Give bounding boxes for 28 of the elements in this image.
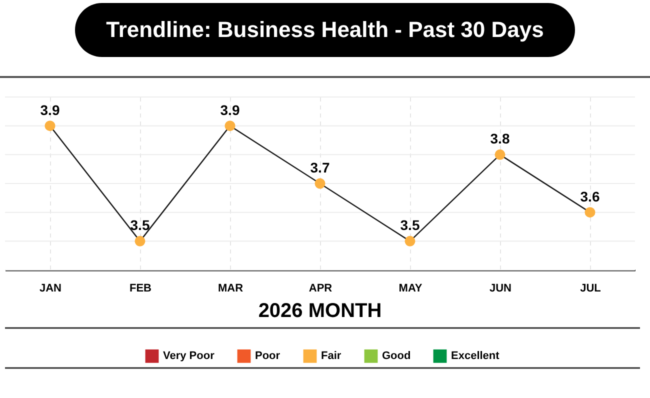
- legend-label: Good: [382, 350, 411, 362]
- data-label: 3.9: [220, 102, 240, 118]
- x-tick-label: APR: [308, 282, 332, 294]
- chart-title: Trendline: Business Health - Past 30 Days: [106, 17, 544, 42]
- x-axis-title: 2026 MONTH: [258, 300, 382, 322]
- data-label: 3.9: [40, 102, 60, 118]
- data-label: 3.5: [130, 217, 150, 234]
- x-tick-label: MAY: [398, 282, 423, 294]
- point: [404, 236, 416, 246]
- x-tick-label: FEB: [130, 282, 152, 294]
- legend-label: Excellent: [451, 350, 500, 362]
- point: [584, 207, 596, 218]
- point: [494, 149, 506, 160]
- data-label: 3.8: [490, 130, 510, 147]
- x-tick-label: MAR: [218, 282, 244, 294]
- legend-label: Poor: [255, 350, 281, 362]
- data-label: 3.7: [310, 160, 330, 176]
- point: [134, 236, 146, 246]
- point: [224, 120, 236, 132]
- data-label: 3.5: [400, 217, 420, 234]
- point: [44, 120, 56, 132]
- legend-label: Very Poor: [163, 350, 216, 362]
- x-tick-label: JAN: [39, 282, 62, 294]
- x-tick-label: JUN: [489, 282, 512, 294]
- x-tick-label: JUL: [580, 282, 602, 294]
- point: [314, 178, 326, 189]
- data-label: 3.6: [580, 188, 600, 204]
- legend-label: Fair: [321, 350, 342, 362]
